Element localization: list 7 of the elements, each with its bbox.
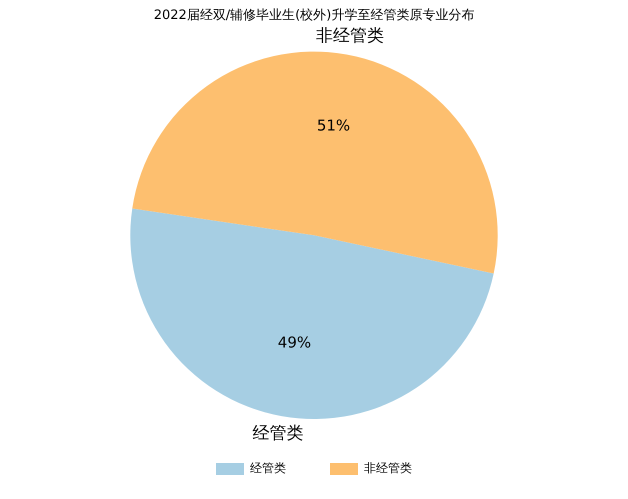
data-label: 49%	[278, 334, 312, 352]
chart-title: 2022届经双/辅修毕业生(校外)升学至经管类原专业分布	[154, 8, 474, 24]
legend-label: 非经管类	[364, 461, 412, 476]
slice-label: 非经管类	[316, 26, 384, 46]
legend-label: 经管类	[250, 461, 286, 476]
slice-label: 经管类	[252, 424, 304, 444]
data-label: 51%	[316, 116, 350, 135]
